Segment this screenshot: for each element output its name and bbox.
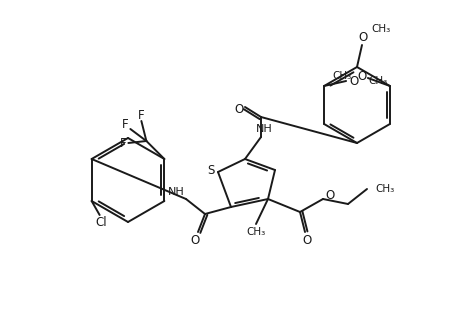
Text: CH₃: CH₃ bbox=[367, 76, 387, 86]
Text: O: O bbox=[349, 74, 358, 88]
Text: Cl: Cl bbox=[95, 216, 107, 229]
Text: O: O bbox=[325, 189, 334, 202]
Text: O: O bbox=[302, 233, 311, 246]
Text: O: O bbox=[357, 31, 367, 43]
Text: NH: NH bbox=[167, 187, 184, 197]
Text: O: O bbox=[357, 69, 366, 82]
Text: CH₃: CH₃ bbox=[332, 71, 351, 81]
Text: CH₃: CH₃ bbox=[370, 24, 389, 34]
Text: F: F bbox=[138, 109, 144, 122]
Text: F: F bbox=[122, 118, 128, 130]
Text: F: F bbox=[120, 136, 126, 149]
Text: S: S bbox=[207, 163, 214, 177]
Text: CH₃: CH₃ bbox=[246, 227, 265, 237]
Text: CH₃: CH₃ bbox=[374, 184, 394, 194]
Text: O: O bbox=[234, 103, 243, 116]
Text: NH: NH bbox=[255, 124, 272, 134]
Text: O: O bbox=[190, 233, 199, 246]
